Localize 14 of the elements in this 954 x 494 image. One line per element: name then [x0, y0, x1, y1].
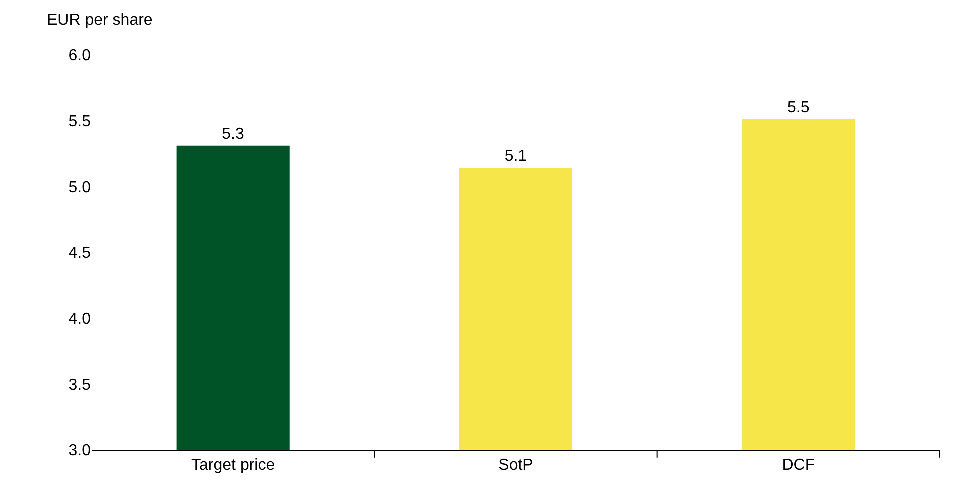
- y-tick-label: 3.5: [68, 376, 92, 394]
- y-tick-label: 6.0: [68, 48, 92, 65]
- data-label: 5.5: [787, 100, 810, 117]
- x-tick-label: SotP: [498, 457, 534, 474]
- data-label: 5.3: [222, 126, 245, 143]
- y-tick-label: 5.0: [68, 179, 92, 196]
- y-tick-label: 4.0: [68, 310, 92, 328]
- y-axis-title: EUR per share: [47, 12, 153, 29]
- x-tick-label: DCF: [782, 457, 816, 474]
- x-tick-label: Target price: [192, 457, 276, 474]
- data-label: 5.1: [504, 148, 528, 166]
- y-tick-label: 3.0: [68, 442, 92, 460]
- y-tick-label: 4.5: [68, 245, 92, 262]
- y-tick-label: 5.5: [68, 113, 92, 130]
